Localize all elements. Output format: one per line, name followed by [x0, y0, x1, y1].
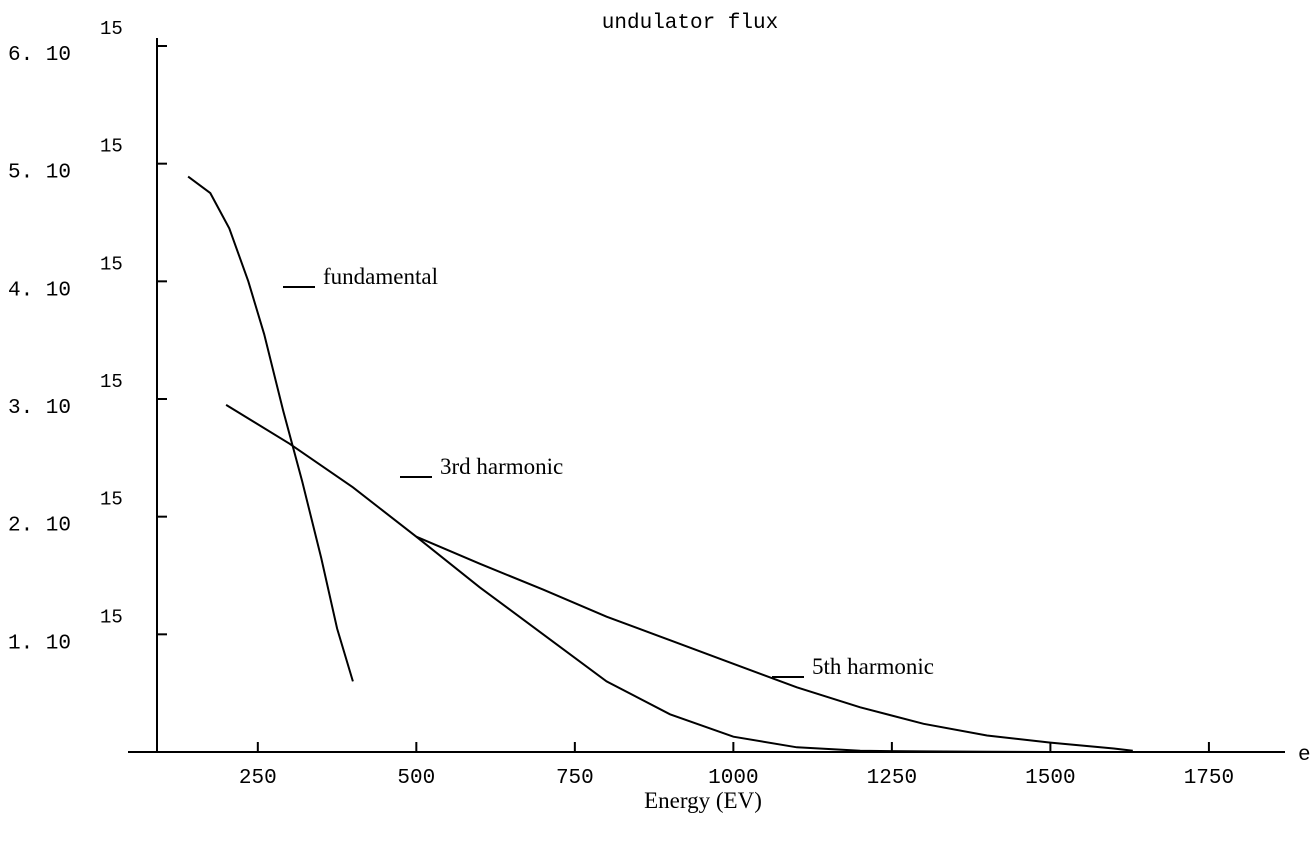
y-tick-label: 3. 10	[8, 397, 71, 420]
y-tick-exponent: 15	[100, 136, 123, 158]
y-tick-label: 4. 10	[8, 279, 71, 302]
y-tick-exponent: 15	[100, 606, 123, 628]
series-line	[225, 404, 1051, 753]
y-tick-label: 6. 10	[8, 44, 71, 67]
x-axis-label: Energy (EV)	[644, 788, 762, 813]
y-tick-exponent: 15	[100, 489, 123, 511]
x-tick-label: 750	[556, 767, 594, 790]
series-label: 3rd harmonic	[440, 454, 563, 479]
x-tick-label: 1500	[1025, 767, 1075, 790]
series-label: fundamental	[323, 264, 438, 289]
series-line	[415, 535, 1133, 752]
y-tick-exponent: 15	[100, 253, 123, 275]
y-tick-exponent: 15	[100, 371, 123, 393]
y-tick-label: 2. 10	[8, 515, 71, 538]
x-tick-label: 1750	[1184, 767, 1234, 790]
y-tick-label: 5. 10	[8, 162, 71, 185]
x-tick-label: 1250	[867, 767, 917, 790]
chart-title: undulator flux	[602, 12, 778, 35]
x-tick-label: 500	[397, 767, 435, 790]
series-label: 5th harmonic	[812, 654, 934, 679]
x-tick-label: 250	[239, 767, 277, 790]
y-tick-exponent: 15	[100, 18, 123, 40]
series-line	[187, 175, 354, 682]
x-tick-label: 1000	[708, 767, 758, 790]
y-tick-label: 1. 10	[8, 632, 71, 655]
x-axis-end-label: e	[1298, 744, 1310, 767]
